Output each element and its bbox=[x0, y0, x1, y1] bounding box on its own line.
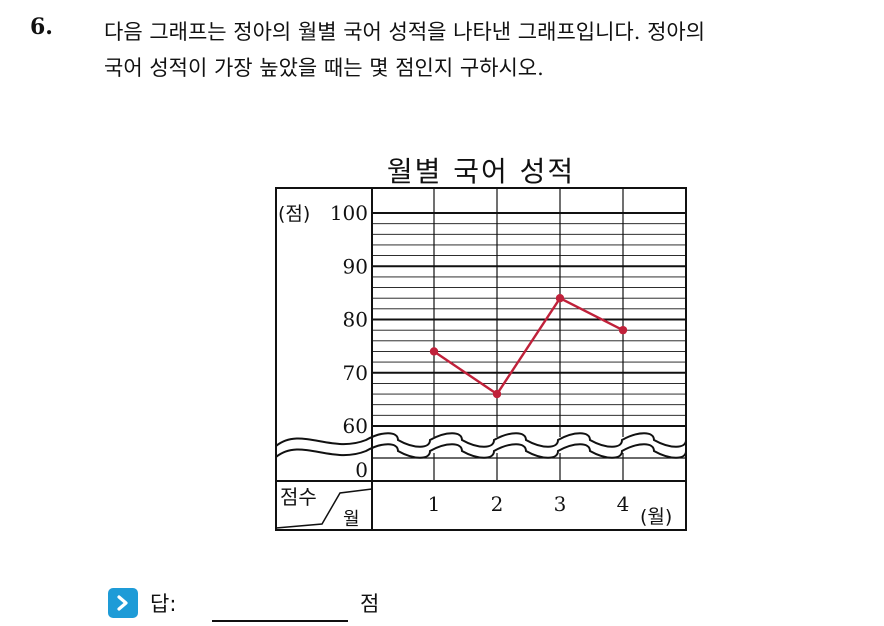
axis-break-wave-bottom bbox=[275, 443, 687, 459]
data-point bbox=[618, 325, 628, 335]
corner-label-month: 월 bbox=[343, 509, 360, 530]
y-tick-label: 100 bbox=[330, 201, 368, 225]
data-point bbox=[555, 294, 565, 303]
label-layer: 100 90 80 70 60 0 (점) 1 2 3 4 (월) 점수월 bbox=[278, 201, 672, 530]
x-tick-label: 1 bbox=[428, 492, 441, 516]
grid-layer bbox=[277, 188, 686, 481]
corner-label-score: 점수 bbox=[280, 485, 317, 509]
question-line-1: 다음 그래프는 정아의 월별 국어 성적을 나타낸 그래프입니다. 정아의 bbox=[104, 20, 706, 44]
series-layer bbox=[429, 294, 628, 399]
x-tick-label: 2 bbox=[491, 492, 504, 516]
chart-title: 월별 국어 성적 bbox=[386, 155, 576, 188]
y-tick-label: 80 bbox=[343, 308, 368, 332]
series-line bbox=[433, 296, 624, 396]
x-tick-label: 3 bbox=[554, 492, 567, 516]
chevron-right-icon bbox=[108, 588, 138, 618]
y-tick-label: 70 bbox=[343, 361, 368, 385]
question-line-2: 국어 성적이 가장 높았을 때는 몇 점인지 구하시오. bbox=[104, 56, 544, 80]
question-text: 다음 그래프는 정아의 월별 국어 성적을 나타낸 그래프입니다. 정아의 국어… bbox=[104, 14, 874, 86]
data-point bbox=[429, 347, 439, 356]
answer-row: 답: bbox=[108, 583, 176, 623]
chart-border bbox=[275, 187, 687, 531]
y-unit-label: (점) bbox=[278, 203, 310, 225]
axis-break-wave-top bbox=[275, 432, 687, 448]
x-unit-label: (월) bbox=[640, 506, 672, 528]
y-tick-label: 0 bbox=[355, 458, 368, 482]
data-point bbox=[492, 389, 502, 399]
question-number: 6. bbox=[30, 14, 53, 40]
y-tick-label: 90 bbox=[343, 254, 368, 278]
y-tick-label: 60 bbox=[343, 414, 368, 438]
answer-unit: 점 bbox=[360, 592, 380, 616]
answer-blank[interactable] bbox=[212, 620, 348, 622]
x-tick-label: 4 bbox=[617, 492, 630, 516]
chart-frame bbox=[275, 187, 687, 531]
corner-divider bbox=[275, 488, 373, 529]
axis-break-band bbox=[277, 437, 685, 453]
answer-label: 답: bbox=[150, 592, 177, 616]
